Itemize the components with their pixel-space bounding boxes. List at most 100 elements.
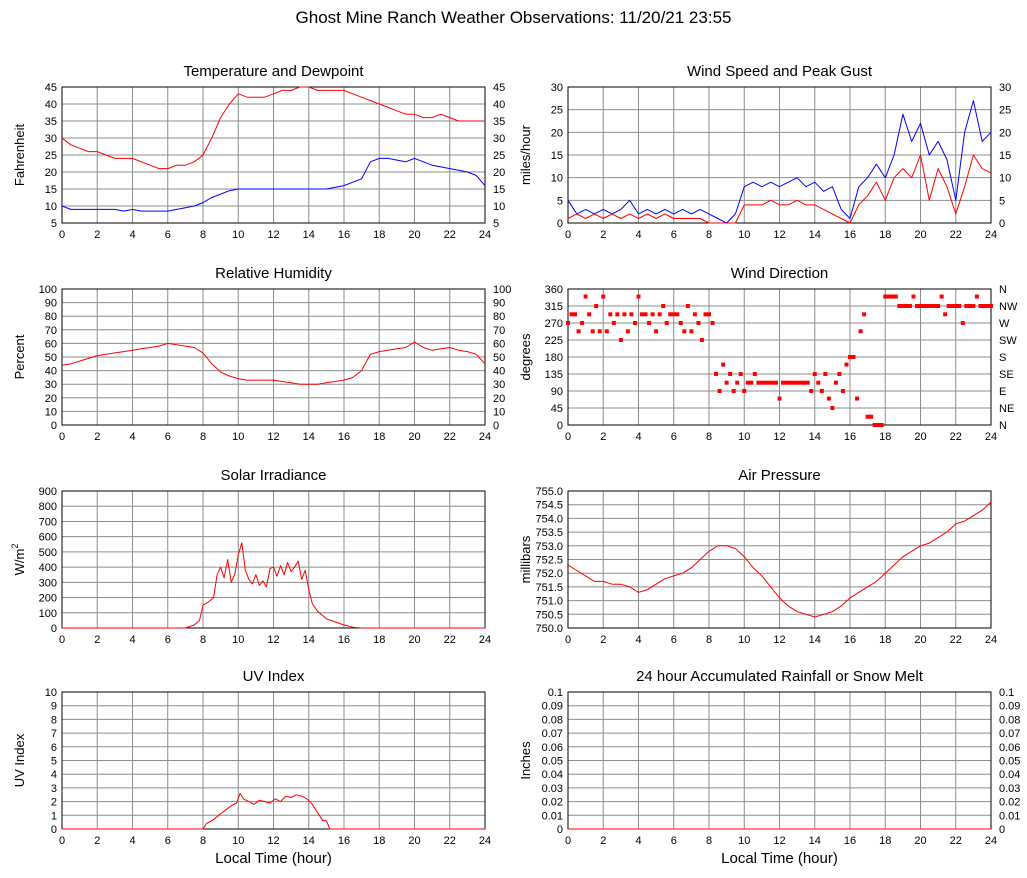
x-tick-label: 18 <box>879 229 891 241</box>
y-tick-label-right: 0 <box>999 218 1005 230</box>
y-tick-label-right: 5 <box>999 195 1005 207</box>
y-tick-label: 5 <box>557 195 563 207</box>
series-line <box>61 157 486 212</box>
y-tick-label: 270 <box>545 318 563 330</box>
y-tick-label: 2 <box>51 797 57 809</box>
x-tick-label: 24 <box>479 229 491 241</box>
data-point <box>989 304 993 308</box>
y-tick-label: 0.05 <box>542 756 563 768</box>
x-tick-label: 0 <box>59 634 65 646</box>
data-point <box>749 380 754 385</box>
data-point <box>985 304 990 308</box>
y-tick-label: 8 <box>51 714 57 726</box>
series-line <box>62 792 485 830</box>
right-axis-label: N <box>999 284 1007 296</box>
x-tick-label: 4 <box>635 229 641 241</box>
data-point <box>900 304 905 308</box>
y-tick-label-right: 25 <box>999 105 1011 117</box>
data-point <box>611 321 616 325</box>
x-axis-label: Local Time (hour) <box>215 850 332 867</box>
data-point <box>795 380 800 385</box>
y-tick-label-right: 0 <box>999 824 1005 836</box>
y-tick-label: 3 <box>51 783 57 795</box>
data-point <box>918 304 923 308</box>
y-tick-label: 360 <box>545 284 563 296</box>
data-point <box>840 389 845 393</box>
x-tick-label: 4 <box>635 835 641 847</box>
data-point <box>580 321 585 325</box>
x-tick-label: 16 <box>844 431 856 443</box>
data-point <box>858 329 863 334</box>
data-point <box>876 423 881 427</box>
y-tick-label: 200 <box>39 593 57 605</box>
y-tick-label: 60 <box>45 338 57 350</box>
data-point <box>950 304 955 308</box>
y-tick-label: 10 <box>551 173 563 185</box>
data-point <box>583 294 588 299</box>
data-point <box>788 380 793 385</box>
data-point <box>576 329 581 334</box>
y-tick-label-right: 0.03 <box>999 783 1020 795</box>
y-tick-label-right: 0.07 <box>999 728 1020 740</box>
x-tick-label: 10 <box>738 835 750 847</box>
y-tick-label: 751.0 <box>535 596 563 608</box>
y-tick-label: 180 <box>545 352 563 364</box>
y-tick-label: 750.0 <box>535 623 563 635</box>
right-axis-label: SE <box>999 369 1014 381</box>
x-tick-label: 2 <box>94 835 100 847</box>
right-axis-label: E <box>999 386 1006 398</box>
y-tick-label: 300 <box>39 577 57 589</box>
data-point <box>904 304 909 308</box>
y-tick-label-right: 100 <box>493 284 511 296</box>
data-point <box>710 321 715 325</box>
data-point <box>981 304 986 308</box>
y-tick-label-right: 40 <box>493 366 505 378</box>
y-tick-label-right: 10 <box>999 173 1011 185</box>
chart-title: UV Index <box>243 668 305 685</box>
x-tick-label: 0 <box>59 431 65 443</box>
x-tick-label: 14 <box>303 835 315 847</box>
data-point <box>907 304 912 308</box>
y-tick-label: 753.0 <box>535 541 563 553</box>
x-tick-label: 10 <box>738 634 750 646</box>
x-tick-label: 24 <box>985 634 997 646</box>
y-tick-label-right: 0.1 <box>999 687 1014 699</box>
y-tick-label: 0 <box>51 420 57 432</box>
y-tick-label: 752.0 <box>535 568 563 580</box>
y-tick-label: 0 <box>557 218 563 230</box>
x-tick-label: 22 <box>950 229 962 241</box>
y-tick-label-right: 30 <box>999 82 1011 94</box>
data-point <box>784 380 789 385</box>
y-tick-label: 40 <box>45 99 57 111</box>
x-tick-label: 6 <box>671 634 677 646</box>
right-axis-label: NW <box>999 301 1018 313</box>
data-point <box>632 321 637 325</box>
data-point <box>974 294 979 299</box>
x-tick-label: 6 <box>165 835 171 847</box>
x-tick-label: 2 <box>600 431 606 443</box>
x-tick-label: 24 <box>985 431 997 443</box>
data-point <box>756 380 761 385</box>
y-tick-label: 25 <box>551 105 563 117</box>
x-tick-label: 8 <box>706 634 712 646</box>
x-tick-label: 10 <box>738 229 750 241</box>
x-tick-label: 12 <box>267 634 279 646</box>
y-axis-label: Percent <box>12 334 27 379</box>
data-point <box>601 294 606 299</box>
right-axis-label: W <box>999 318 1010 330</box>
series-line <box>567 501 992 618</box>
x-tick-label: 18 <box>373 634 385 646</box>
y-tick-label: 755.0 <box>535 486 563 498</box>
x-tick-label: 2 <box>600 835 606 847</box>
y-axis-label: degrees <box>518 333 533 380</box>
y-tick-label-right: 0.04 <box>999 769 1020 781</box>
x-tick-label: 18 <box>373 835 385 847</box>
data-point <box>929 304 934 308</box>
data-point <box>699 338 704 342</box>
data-point <box>964 304 969 308</box>
data-point <box>816 380 821 385</box>
data-point <box>791 380 796 385</box>
x-tick-label: 16 <box>338 634 350 646</box>
data-point <box>573 312 578 317</box>
